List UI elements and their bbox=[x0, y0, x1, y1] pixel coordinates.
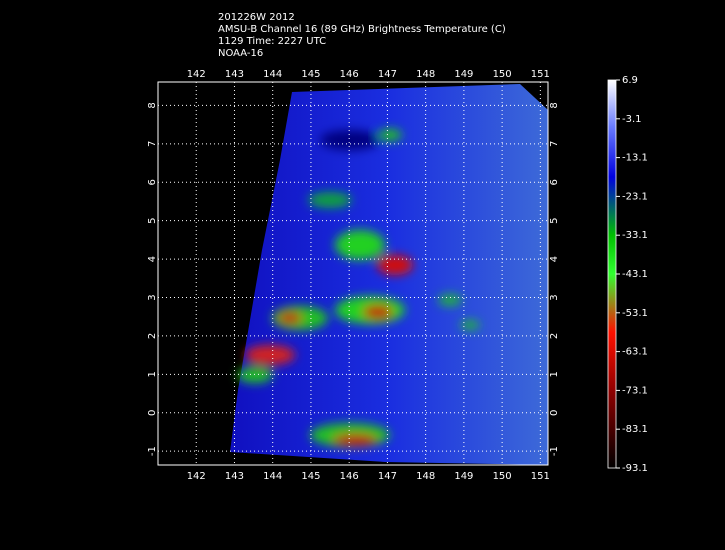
lon-label: 146 bbox=[340, 471, 359, 482]
colorbar-label: -33.1 bbox=[622, 230, 648, 241]
lat-label: -1 bbox=[549, 446, 560, 456]
colorbar-label: 6.9 bbox=[622, 75, 638, 86]
header-line: AMSU-B Channel 16 (89 GHz) Brightness Te… bbox=[218, 24, 506, 35]
lon-label: 151 bbox=[531, 69, 550, 80]
colorbar-label: -73.1 bbox=[622, 385, 648, 396]
lat-label: 1 bbox=[549, 371, 560, 377]
colorbar-label: -23.1 bbox=[622, 191, 648, 202]
lon-label: 145 bbox=[301, 69, 320, 80]
lon-label: 149 bbox=[454, 69, 473, 80]
lon-label: 143 bbox=[225, 69, 244, 80]
colorbar-label: -53.1 bbox=[622, 308, 648, 319]
lat-label: 0 bbox=[147, 410, 158, 416]
lat-label: 0 bbox=[549, 410, 560, 416]
lat-label: 4 bbox=[147, 256, 158, 262]
lat-label: 4 bbox=[549, 256, 560, 262]
lat-label: -1 bbox=[147, 446, 158, 456]
lat-label: 6 bbox=[147, 179, 158, 185]
header-line: NOAA-16 bbox=[218, 48, 263, 59]
lon-label: 147 bbox=[378, 69, 397, 80]
lon-label: 144 bbox=[263, 471, 282, 482]
lat-label: 8 bbox=[549, 102, 560, 108]
lat-label: 5 bbox=[549, 217, 560, 223]
lat-label: 2 bbox=[549, 333, 560, 339]
header-line: 201226W 2012 bbox=[218, 12, 295, 23]
lon-label: 145 bbox=[301, 471, 320, 482]
imagery bbox=[230, 84, 548, 465]
lon-label: 151 bbox=[531, 471, 550, 482]
lon-label: 143 bbox=[225, 471, 244, 482]
colorbar-label: -83.1 bbox=[622, 424, 648, 435]
colorbar bbox=[607, 79, 617, 469]
lon-label: 142 bbox=[187, 69, 206, 80]
lon-label: 150 bbox=[493, 69, 512, 80]
header-line: 1129 Time: 2227 UTC bbox=[218, 36, 326, 47]
lon-label: 148 bbox=[416, 471, 435, 482]
lat-label: 3 bbox=[147, 294, 158, 300]
lon-label: 142 bbox=[187, 471, 206, 482]
colorbar-label: -93.1 bbox=[622, 463, 648, 474]
colorbar-label: -63.1 bbox=[622, 347, 648, 358]
lon-label: 146 bbox=[340, 69, 359, 80]
lat-label: 3 bbox=[549, 294, 560, 300]
lat-label: 5 bbox=[147, 217, 158, 223]
header: 201226W 2012 AMSU-B Channel 16 (89 GHz) … bbox=[218, 12, 506, 59]
lat-label: 8 bbox=[147, 102, 158, 108]
lat-label: 7 bbox=[549, 141, 560, 147]
lon-label: 148 bbox=[416, 69, 435, 80]
lat-label: 6 bbox=[549, 179, 560, 185]
map-frame bbox=[157, 81, 549, 466]
colorbar-label: -43.1 bbox=[622, 269, 648, 280]
lon-label: 147 bbox=[378, 471, 397, 482]
lon-label: 144 bbox=[263, 69, 282, 80]
colorbar-label: -13.1 bbox=[622, 153, 648, 164]
lat-label: 7 bbox=[147, 141, 158, 147]
lat-label: 2 bbox=[147, 333, 158, 339]
colorbar-label: -3.1 bbox=[622, 114, 642, 125]
lon-label: 150 bbox=[493, 471, 512, 482]
lon-label: 149 bbox=[454, 471, 473, 482]
convection bbox=[237, 129, 480, 447]
swath bbox=[230, 84, 548, 465]
lat-label: 1 bbox=[147, 371, 158, 377]
